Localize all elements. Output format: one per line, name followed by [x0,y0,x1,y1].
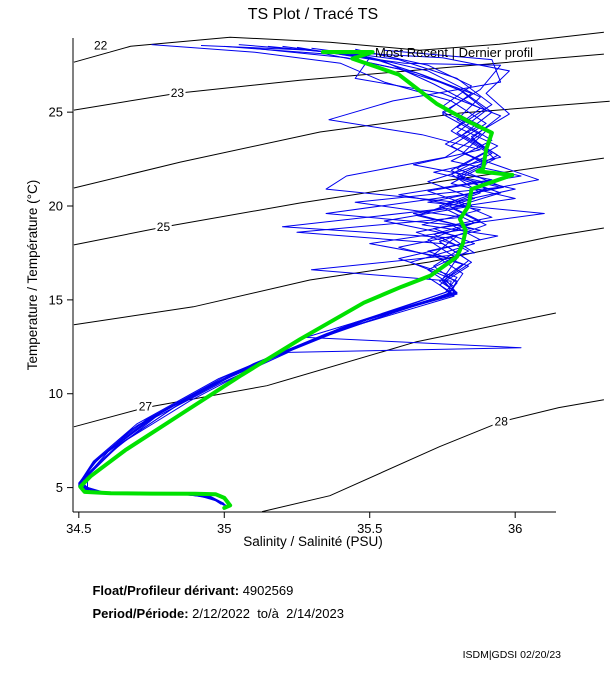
density-contour-layer [73,31,610,513]
tick-layer: 34.5 35 35.5 36 5 10 15 20 25 [49,105,523,536]
contour-label-layer: 22 23 25 27 28 [91,36,510,431]
y-axis-label: Temperature / Température (°C) [25,180,40,370]
period-line: Period/Période: 2/12/2022 to/à 2/14/2023 [78,591,344,636]
plot-title: TS Plot / Tracé TS [248,6,378,23]
profile-line [78,47,516,505]
legend: Most Recent | Dernier profil [321,45,533,60]
float-id-line: Float/Profileur dérivant: 4902569 [78,568,293,613]
contour-label-25: 25 [157,220,171,234]
legend-label: Most Recent | Dernier profil [375,45,533,60]
contour-line-22 [73,31,604,63]
x-tick-label: 35.5 [357,521,382,536]
contour-line-23 [73,53,604,111]
most-recent-layer [78,50,515,510]
contour-line-25 [73,157,604,246]
period-label: Period/Période: [92,606,189,621]
float-id-label: Float/Profileur dérivant: [92,583,240,598]
y-tick-label: 20 [49,199,63,214]
y-tick-label: 25 [49,105,63,120]
contour-line-unlabeled [73,227,604,326]
contour-label-28: 28 [495,415,509,429]
x-tick-label: 36 [508,521,522,536]
axes-layer [72,38,556,513]
most-recent-line [78,50,515,510]
contour-label-27: 27 [139,400,153,414]
y-tick-label: 15 [49,292,63,307]
contour-line-unlabeled [73,100,610,189]
contour-line-28 [261,399,604,513]
ts-plot-canvas: TS Plot / Tracé TS 22 23 25 27 28 34.5 35 35.5… [25,6,610,549]
contour-label-22: 22 [94,38,108,52]
agency-stamp: ISDM|GDSI 02/20/23 [462,649,561,661]
x-axis-label: Salinity / Salinité (PSU) [243,534,383,549]
x-tick-label: 35 [217,521,231,536]
period-value: 2/12/2022 to/à 2/14/2023 [188,606,344,621]
contour-label-23: 23 [171,86,185,100]
float-id-value: 4902569 [239,583,294,598]
y-tick-label: 5 [56,480,63,495]
contour-line-27 [73,312,557,428]
y-tick-label: 10 [49,386,63,401]
x-tick-label: 34.5 [66,521,91,536]
